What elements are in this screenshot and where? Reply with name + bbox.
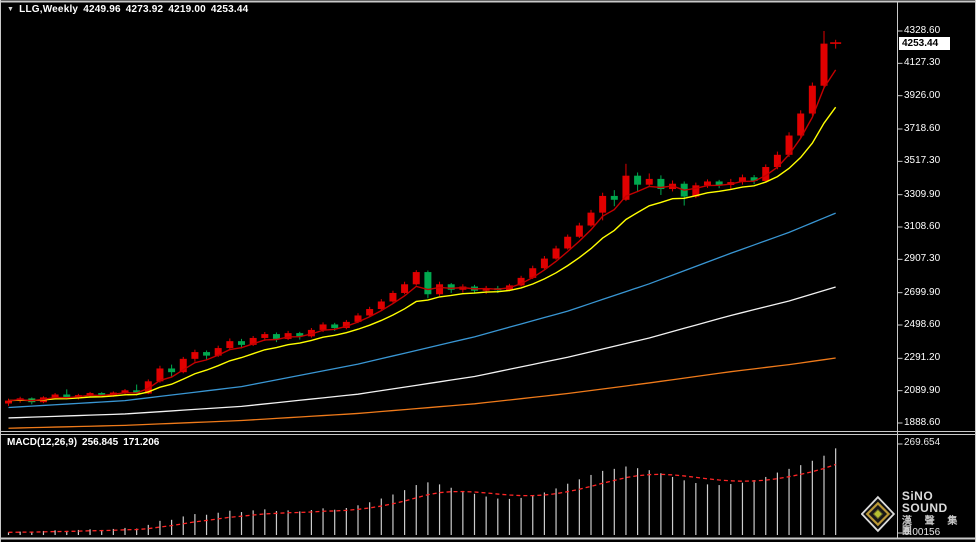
macd-main-value: 256.845 [82, 437, 119, 448]
symbol-info: ▼ LLG,Weekly 4249.96 4273.92 4219.00 4253.44 [7, 4, 248, 15]
close-value: 4253.44 [210, 4, 249, 15]
macd-signal-value: 171.206 [123, 437, 160, 448]
price-axis-label: 2291.20 [904, 352, 941, 364]
price-axis-label: 4127.30 [904, 57, 941, 69]
macd-indicator-name: MACD(12,26,9) [7, 437, 78, 448]
low-value: 4219.00 [168, 4, 206, 15]
symbol-label: LLG,Weekly [19, 4, 79, 15]
price-axis-label: 2699.90 [904, 286, 941, 298]
price-axis-label: 4328.60 [904, 25, 941, 36]
price-axis-label: 2907.30 [904, 253, 941, 265]
current-price-badge: 4253.44 [899, 36, 950, 50]
price-axis-label: 3309.90 [904, 188, 941, 200]
price-axis-label: 3108.60 [904, 221, 941, 232]
collapse-triangle-icon[interactable]: ▼ [7, 6, 15, 13]
sino-sound-diamond-icon [861, 495, 895, 532]
macd-scale-max-label: 269.654 [904, 437, 941, 448]
sino-sound-chinese-text: 漢 聲 集 團 [901, 516, 963, 537]
sino-sound-brand-text: SiNO SOUND [901, 489, 948, 515]
high-value: 4273.92 [125, 4, 164, 15]
price-axis-label: 3517.30 [904, 155, 941, 167]
open-value: 4249.96 [83, 4, 121, 15]
price-axis-label: 1888.60 [904, 417, 941, 428]
sino-sound-watermark: SiNO SOUND 漢 聲 集 團 [861, 490, 976, 537]
price-axis-label: 2089.90 [904, 384, 941, 396]
price-axis-label: 3926.00 [904, 89, 941, 101]
macd-indicator-info: MACD(12,26,9) 256.845 171.206 [7, 437, 159, 448]
macd-scale-min-label: 0.00156 [904, 527, 941, 538]
price-axis-label: 2498.60 [904, 319, 941, 330]
price-axis-label: 3718.60 [904, 123, 941, 134]
